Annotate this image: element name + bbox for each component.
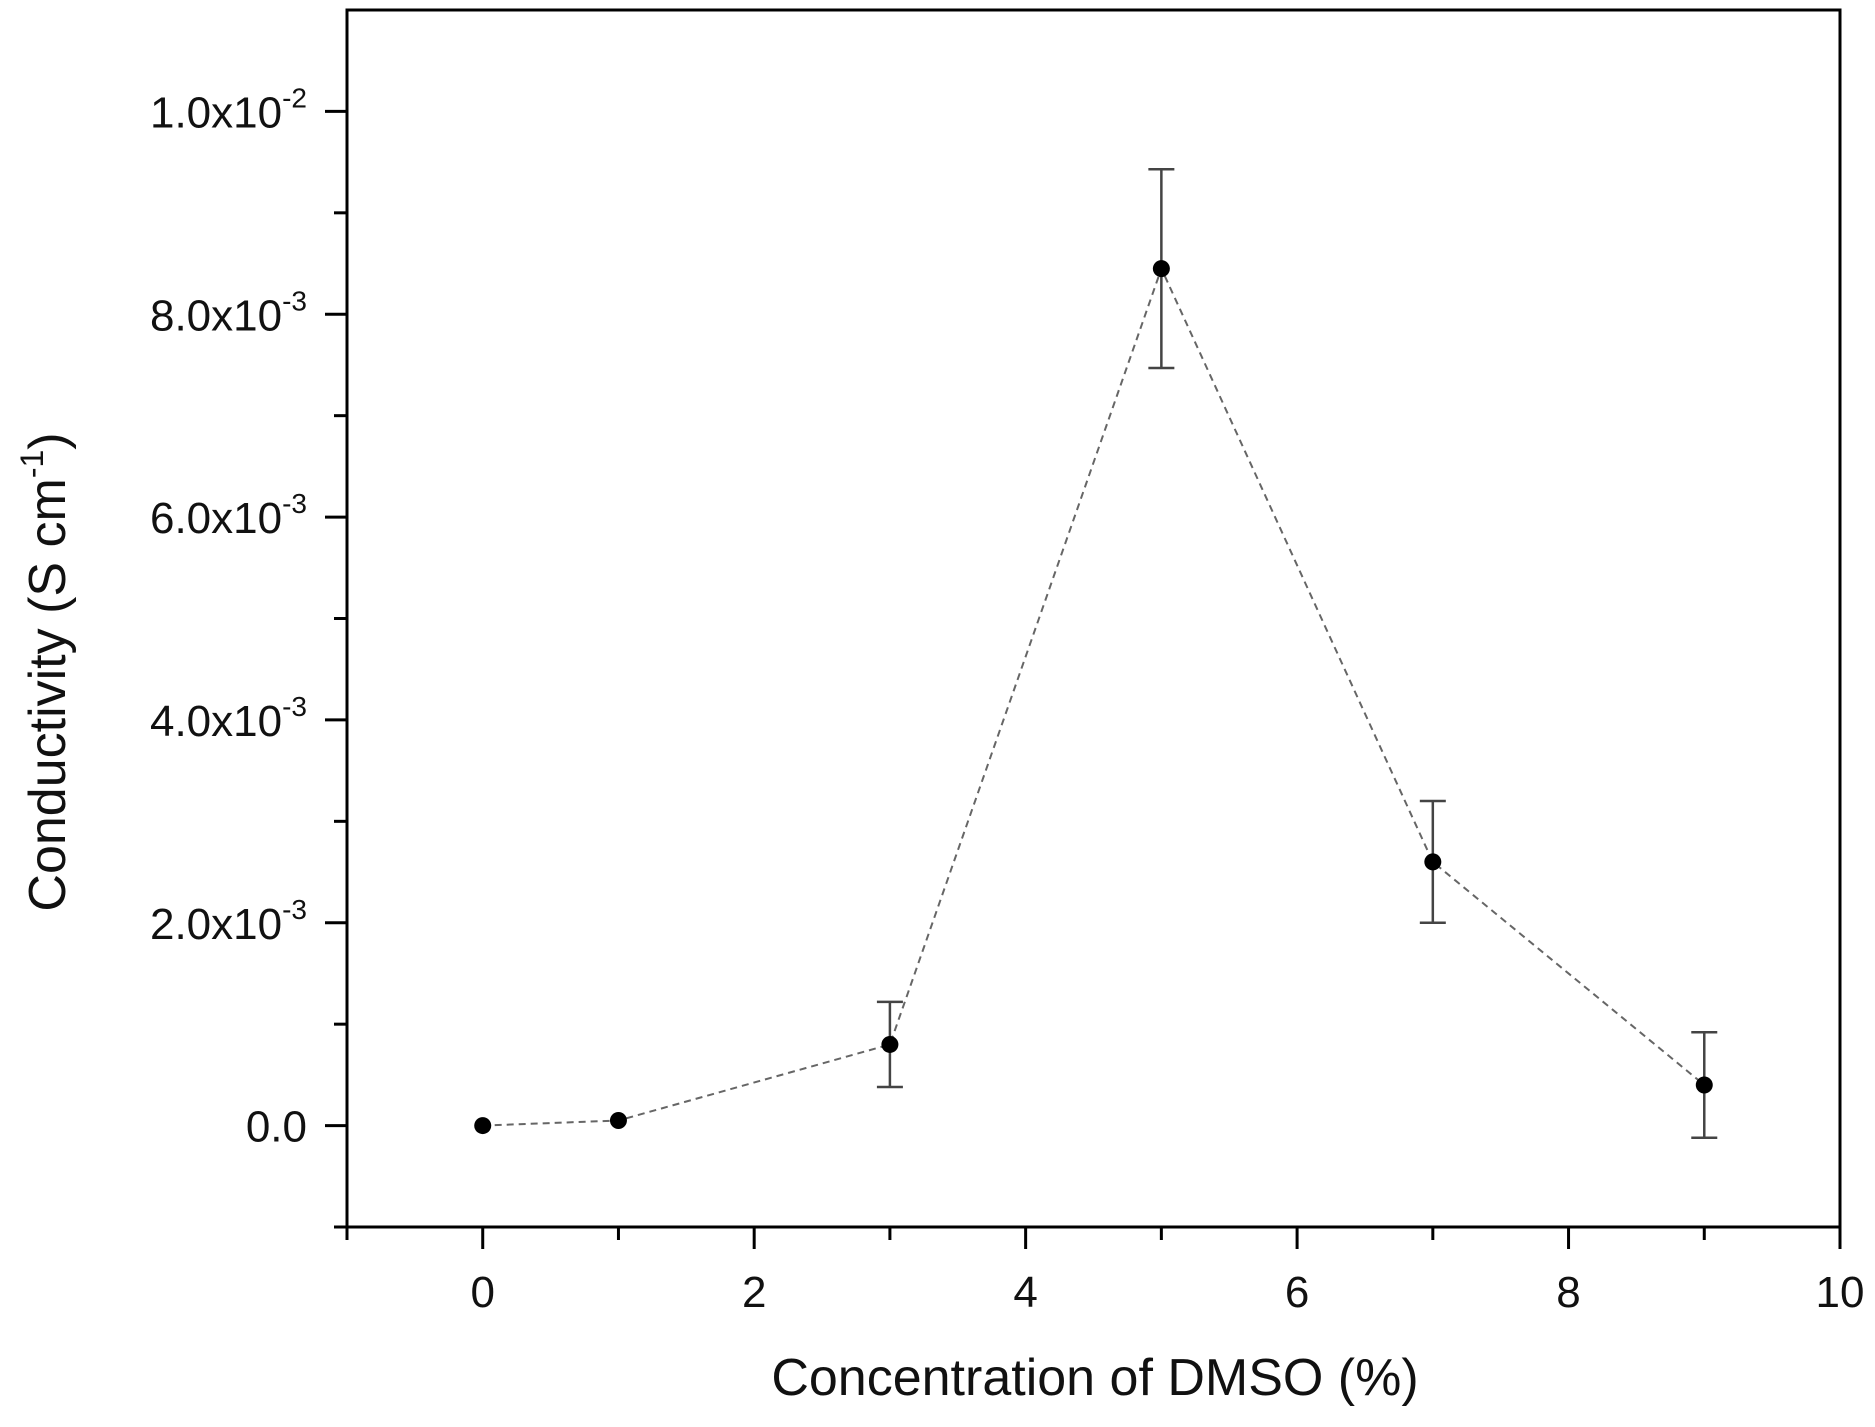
y-tick-label: 4.0x10-3	[150, 691, 307, 746]
x-axis: 0 2 4 6 8 10	[345, 1227, 1865, 1317]
y-tick-label: 8.0x10-3	[150, 285, 307, 340]
y-axis-title-close: )	[19, 432, 77, 449]
series-line	[482, 265, 1705, 1127]
y-axis-title-main: Conductivity (S cm	[19, 478, 77, 911]
x-tick-label: 10	[1816, 1268, 1865, 1317]
plot-frame	[345, 8, 1842, 1229]
plot-border	[345, 8, 1842, 1229]
data-point	[1152, 260, 1170, 278]
data-point	[474, 1117, 492, 1135]
series-layer	[474, 167, 1718, 1140]
x-axis-title: Concentration of DMSO (%)	[771, 1349, 1418, 1407]
data-point	[1695, 1076, 1713, 1094]
x-tick-label: 8	[1556, 1268, 1580, 1317]
x-tick-label: 2	[742, 1268, 766, 1317]
y-tick-label: 2.0x10-3	[150, 894, 307, 949]
x-tick-label: 0	[470, 1268, 494, 1317]
x-tick-label: 6	[1285, 1268, 1309, 1317]
x-tick-label: 4	[1013, 1268, 1037, 1317]
y-tick-label: 6.0x10-3	[150, 488, 307, 543]
y-tick-label: 1.0x10-2	[150, 82, 307, 137]
y-tick-label: 0.0	[246, 1103, 307, 1152]
y-axis: 0.0 2.0x10-3 4.0x10-3 6.0x10-3 8.0x10-3 1.0x1…	[150, 82, 347, 1229]
data-point	[609, 1112, 627, 1130]
y-axis-title-superscript: -1	[14, 450, 50, 478]
data-point	[1424, 853, 1442, 871]
data-point	[881, 1035, 899, 1053]
y-axis-title: Conductivity (S cm-1)	[14, 432, 77, 911]
